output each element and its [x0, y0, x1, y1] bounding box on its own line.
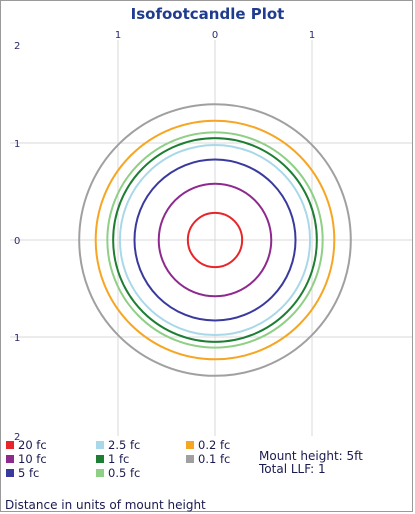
y-tick-label: 1: [14, 139, 20, 150]
legend-item: 10 fc: [6, 452, 47, 466]
legend: 20 fc 10 fc 5 fc 2.5 fc 1 fc 0.5 fc 0.2 fc 0.1 …: [6, 438, 406, 498]
legend-label: 0.1 fc: [198, 452, 231, 466]
legend-label: 0.5 fc: [108, 466, 141, 480]
legend-swatch: [6, 455, 14, 463]
x-tick-label: 0: [212, 30, 218, 41]
legend-swatch: [6, 469, 14, 477]
y-tick-label: 2: [14, 432, 20, 443]
legend-item: 0.1 fc: [186, 452, 230, 466]
grid: [10, 40, 412, 436]
contour-0-5-fc: [106, 131, 324, 349]
x-tick-label: 1: [309, 30, 315, 41]
legend-label: 1 fc: [108, 452, 130, 466]
legend-item: 20 fc: [6, 438, 47, 452]
contour-1-fc: [112, 137, 318, 343]
legend-swatch: [96, 455, 104, 463]
contour-5-fc: [133, 158, 297, 322]
mount-height-label: Mount height: 5ft: [259, 449, 363, 463]
legend-item: 1 fc: [96, 452, 129, 466]
y-tick-label: 2: [14, 41, 20, 52]
legend-item: 0.2 fc: [186, 438, 230, 452]
legend-swatch: [186, 441, 194, 449]
legend-label: 0.2 fc: [198, 438, 231, 452]
tick-labels: 1 0 1 2 1 0 1 2: [14, 30, 315, 443]
legend-item: 0.5 fc: [96, 466, 140, 480]
x-tick-label: 1: [115, 30, 121, 41]
total-llf-label: Total LLF: 1: [259, 462, 326, 476]
legend-swatch: [96, 469, 104, 477]
contour-10-fc: [157, 182, 273, 298]
legend-swatch: [186, 455, 194, 463]
legend-item: 2.5 fc: [96, 438, 140, 452]
contour-2-5-fc: [118, 143, 312, 337]
legend-label: 20 fc: [18, 438, 47, 452]
legend-label: 5 fc: [18, 466, 40, 480]
legend-swatch: [96, 441, 104, 449]
contours: [78, 103, 352, 377]
y-tick-label: 1: [14, 333, 20, 344]
y-tick-label: 0: [14, 236, 20, 247]
legend-label: 2.5 fc: [108, 438, 141, 452]
legend-swatch: [6, 441, 14, 449]
contour-20-fc: [186, 211, 244, 269]
mount-info: Mount height: 5ft Total LLF: 1: [259, 450, 363, 476]
contour-0-1-fc: [78, 103, 352, 377]
legend-item: 5 fc: [6, 466, 39, 480]
chart-title: Isofootcandle Plot: [130, 5, 285, 23]
x-axis-label: Distance in units of mount height: [5, 498, 206, 512]
legend-label: 10 fc: [18, 452, 47, 466]
contour-0-2-fc: [94, 119, 336, 361]
